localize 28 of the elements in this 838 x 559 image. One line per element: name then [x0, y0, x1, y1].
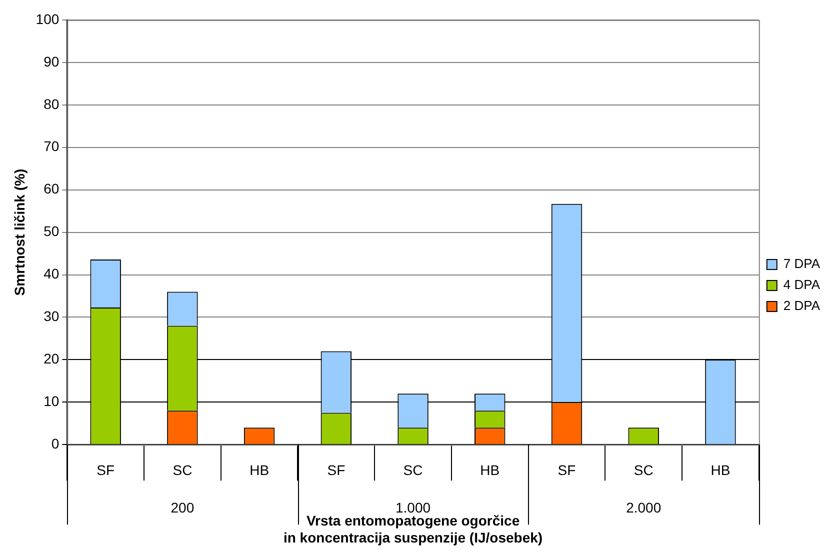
x-tick-label: SC [634, 462, 654, 478]
legend-label: 7 DPA [783, 256, 820, 272]
y-tick-label: 10 [44, 393, 60, 409]
y-tick-label: 90 [44, 53, 60, 70]
y-tick-label: 100 [36, 10, 60, 27]
y-tick-label: 70 [44, 138, 60, 154]
y-tick-label: 40 [44, 266, 60, 282]
text: 200 [170, 499, 194, 516]
x-tick-label: SF [327, 462, 346, 478]
y-tick-label: 60 [44, 180, 60, 197]
legend-label: 4 DPA [783, 277, 820, 292]
y-tick-label: 20 [44, 350, 60, 367]
y-tick-label: 50 [44, 223, 60, 240]
x-tick-label: SC [172, 462, 192, 478]
x-tick-label: SC [403, 462, 423, 478]
text: 2.000 [626, 499, 662, 516]
x-tick-label: HB [480, 462, 500, 478]
x-tick-label: SF [558, 462, 576, 478]
x-axis-title: Vrsta entomopatogene ogorčice in koncentracija suspenzije (IJ/osebek) [283, 512, 543, 546]
text: 1.000 [396, 499, 431, 516]
y-tick-label: 80 [44, 96, 60, 112]
y-tick-label: 30 [44, 308, 60, 324]
legend-label: 2 DPA [783, 298, 820, 314]
y-tick-label: 0 [51, 435, 60, 452]
x-tick-label: HB [250, 462, 270, 478]
y-axis-title: Smrtnost ličink (%) [11, 168, 28, 296]
x-tick-label: HB [710, 462, 730, 478]
x-tick-label: SF [96, 462, 115, 478]
